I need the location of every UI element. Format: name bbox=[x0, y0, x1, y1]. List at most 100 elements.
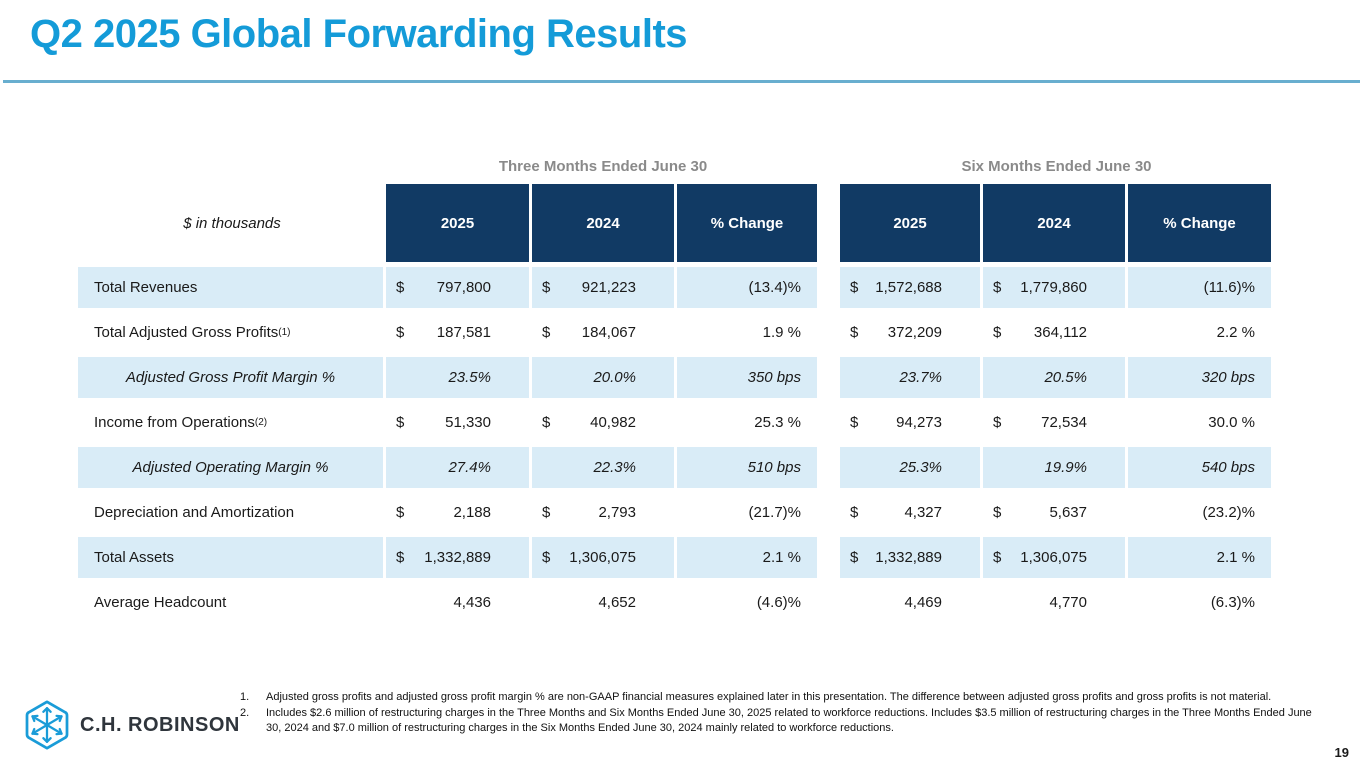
table-cell: 510 bps bbox=[677, 447, 820, 488]
cell-value: 364,112 bbox=[1033, 324, 1087, 341]
table-cell: $94,273 bbox=[840, 402, 983, 443]
cell-value: 5,637 bbox=[1049, 504, 1087, 521]
table-cell: 2.1 % bbox=[1128, 537, 1274, 578]
column-header-3mo-change: % Change bbox=[677, 184, 820, 262]
row-label: Total Adjusted Gross Profits (1) bbox=[94, 324, 291, 341]
table-cell: 30.0 % bbox=[1208, 414, 1255, 431]
table-cell: 4,469 bbox=[840, 582, 983, 623]
currency-symbol: $ bbox=[542, 279, 551, 296]
footnote-1: 1. Adjusted gross profits and adjusted g… bbox=[240, 690, 1318, 705]
row-label: Adjusted Gross Profit Margin % bbox=[78, 357, 386, 398]
table-cell: $1,779,860 bbox=[983, 267, 1128, 308]
column-group-gap bbox=[820, 492, 840, 533]
cell-value: 20.0% bbox=[593, 369, 636, 386]
table-cell: $72,534 bbox=[983, 402, 1128, 443]
row-label: Depreciation and Amortization bbox=[94, 504, 295, 521]
currency-symbol: $ bbox=[993, 504, 1002, 521]
cell-value: 797,800 bbox=[436, 279, 491, 296]
currency-symbol: $ bbox=[542, 504, 551, 521]
cell-value: 40,982 bbox=[590, 414, 636, 431]
table-cell: 25.3 % bbox=[754, 414, 801, 431]
footnotes: 1. Adjusted gross profits and adjusted g… bbox=[240, 690, 1318, 737]
currency-symbol: $ bbox=[396, 324, 405, 341]
table-cell: (6.3)% bbox=[1210, 594, 1255, 611]
column-group-gap bbox=[820, 267, 840, 308]
column-group-gap bbox=[820, 312, 840, 353]
column-group-gap bbox=[820, 537, 840, 578]
row-label: Adjusted Operating Margin % bbox=[78, 447, 386, 488]
footnote-number: 2. bbox=[240, 706, 250, 719]
table-cell: $364,112 bbox=[983, 312, 1128, 353]
table-cell: $1,306,075 bbox=[532, 537, 677, 578]
currency-symbol: $ bbox=[850, 504, 859, 521]
column-header-3mo-2025: 2025 bbox=[386, 184, 532, 262]
currency-symbol: $ bbox=[542, 414, 551, 431]
table-cell: 27.4% bbox=[386, 447, 532, 488]
table-cell: 22.3% bbox=[532, 447, 677, 488]
table-cell: 320 bps bbox=[1128, 357, 1274, 398]
currency-symbol: $ bbox=[542, 324, 551, 341]
slide-title: Q2 2025 Global Forwarding Results bbox=[30, 12, 688, 56]
column-header-row: $ in thousands 2025 2024 % Change 2025 2… bbox=[78, 184, 1278, 262]
company-logo-text: C.H. ROBINSON bbox=[80, 713, 240, 736]
financial-results-table: Three Months Ended June 30 Six Months En… bbox=[78, 158, 1278, 627]
cell-value: 22.3% bbox=[593, 459, 636, 476]
table-row: Depreciation and Amortization $2,188 $2,79… bbox=[78, 492, 1278, 533]
cell-value: 20.5% bbox=[1044, 369, 1087, 386]
table-cell: (21.7)% bbox=[748, 504, 801, 521]
table-cell: 2.1 % bbox=[677, 537, 820, 578]
table-cell: 1.9 % bbox=[762, 324, 801, 341]
table-cell: $372,209 bbox=[840, 312, 983, 353]
table-row: Adjusted Gross Profit Margin % 23.5% 20.0%… bbox=[78, 357, 1278, 398]
table-cell: (23.2)% bbox=[1202, 504, 1255, 521]
cell-value: 51,330 bbox=[445, 414, 491, 431]
footnote-number: 1. bbox=[240, 691, 250, 703]
table-cell: $797,800 bbox=[386, 267, 532, 308]
table-cell: $184,067 bbox=[532, 312, 677, 353]
cell-value: 4,327 bbox=[904, 504, 942, 521]
cell-value: 23.5% bbox=[448, 369, 491, 386]
table-cell: 4,652 bbox=[532, 582, 677, 623]
title-divider bbox=[3, 80, 1360, 83]
footnote-text: Includes $2.6 million of restructuring c… bbox=[266, 706, 1312, 734]
table-row: Income from Operations (2) $51,330 $40,982 2… bbox=[78, 402, 1278, 443]
table-cell: 2.2 % bbox=[1216, 324, 1255, 341]
row-label: Income from Operations (2) bbox=[94, 414, 268, 431]
row-label: Total Assets bbox=[78, 537, 386, 578]
cell-value: 187,581 bbox=[436, 324, 491, 341]
table-cell: $5,637 bbox=[983, 492, 1128, 533]
table-cell: 20.5% bbox=[983, 357, 1128, 398]
units-label: $ in thousands bbox=[183, 214, 281, 232]
cell-value: 27.4% bbox=[448, 459, 491, 476]
column-group-gap bbox=[820, 582, 840, 623]
row-label: Average Headcount bbox=[94, 594, 227, 611]
table-cell: $921,223 bbox=[532, 267, 677, 308]
cell-value: 25.3% bbox=[899, 459, 942, 476]
currency-symbol: $ bbox=[850, 549, 859, 566]
cell-value: 1,306,075 bbox=[569, 549, 636, 566]
footnote-text: Adjusted gross profits and adjusted gros… bbox=[266, 691, 1272, 703]
table-cell: $2,793 bbox=[532, 492, 677, 533]
cell-value: 184,067 bbox=[581, 324, 636, 341]
currency-symbol: $ bbox=[850, 279, 859, 296]
table-cell: (11.6)% bbox=[1128, 267, 1274, 308]
currency-symbol: $ bbox=[993, 324, 1002, 341]
currency-symbol: $ bbox=[993, 549, 1002, 566]
cell-value: 19.9% bbox=[1044, 459, 1087, 476]
cell-value: 4,652 bbox=[598, 594, 636, 611]
table-cell: $2,188 bbox=[386, 492, 532, 533]
cell-value: 94,273 bbox=[896, 414, 942, 431]
row-label: Total Revenues bbox=[78, 267, 386, 308]
table-cell: 23.5% bbox=[386, 357, 532, 398]
currency-symbol: $ bbox=[542, 549, 551, 566]
cell-value: 4,469 bbox=[904, 594, 942, 611]
table-cell: (4.6)% bbox=[756, 594, 801, 611]
table-body: Total Revenues $797,800 $921,223 (13.4)% $1,… bbox=[78, 267, 1278, 623]
cell-value: 23.7% bbox=[899, 369, 942, 386]
column-header-6mo-2024: 2024 bbox=[983, 184, 1128, 262]
table-row: Total Adjusted Gross Profits (1) $187,581 $… bbox=[78, 312, 1278, 353]
table-cell: 20.0% bbox=[532, 357, 677, 398]
table-row: Adjusted Operating Margin % 27.4% 22.3% 510… bbox=[78, 447, 1278, 488]
cell-value: 372,209 bbox=[887, 324, 942, 341]
table-cell: 540 bps bbox=[1128, 447, 1274, 488]
